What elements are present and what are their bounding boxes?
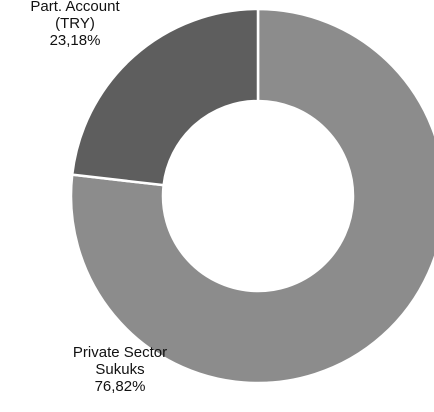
donut-slice (69, 7, 434, 385)
donut-slice (70, 7, 260, 187)
category-label: Private Sector Sukuks (72, 344, 168, 378)
value-label: 76,82% (94, 378, 146, 395)
value-label: 23,18% (49, 32, 101, 49)
category-label: Part. Account (TRY) (30, 0, 120, 32)
